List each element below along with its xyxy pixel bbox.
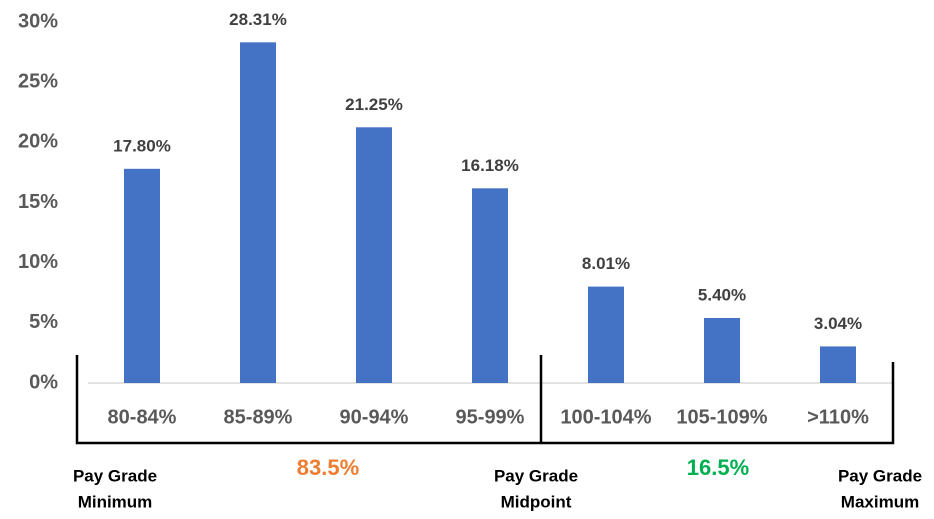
annotation: Pay Grade bbox=[838, 466, 922, 485]
x-tick-label: 105-109% bbox=[676, 406, 767, 428]
y-tick-label: 10% bbox=[18, 251, 58, 273]
bar bbox=[588, 286, 624, 383]
data-label: 16.18% bbox=[461, 156, 519, 175]
annotation: Pay Grade bbox=[494, 466, 578, 485]
data-label: 3.04% bbox=[814, 314, 862, 333]
x-tick-label: 85-89% bbox=[224, 406, 293, 428]
bar bbox=[356, 127, 392, 384]
data-label: 28.31% bbox=[229, 10, 287, 29]
bar bbox=[472, 188, 508, 383]
x-tick-label: 100-104% bbox=[560, 406, 651, 428]
y-tick-label: 30% bbox=[18, 10, 58, 32]
annotation: Minimum bbox=[78, 492, 153, 511]
bracket bbox=[75, 355, 895, 445]
annotation: Midpoint bbox=[501, 492, 572, 511]
y-tick-label: 5% bbox=[29, 311, 58, 333]
annotation: 16.5% bbox=[687, 455, 749, 480]
data-label: 17.80% bbox=[113, 136, 171, 155]
data-label: 21.25% bbox=[345, 95, 403, 114]
bar bbox=[240, 42, 276, 383]
y-tick-label: 15% bbox=[18, 191, 58, 213]
x-tick-label: 95-99% bbox=[456, 406, 525, 428]
x-tick-label: 90-94% bbox=[340, 406, 409, 428]
y-tick-label: 25% bbox=[18, 70, 58, 92]
bar bbox=[124, 168, 160, 383]
annotation: Pay Grade bbox=[73, 466, 157, 485]
x-tick-label: >110% bbox=[807, 406, 869, 428]
y-tick-label: 0% bbox=[29, 371, 58, 393]
bar bbox=[704, 318, 740, 383]
y-tick-label: 20% bbox=[18, 131, 58, 153]
data-label: 8.01% bbox=[582, 254, 630, 273]
annotation: 83.5% bbox=[297, 455, 359, 480]
data-label: 5.40% bbox=[698, 286, 746, 305]
bar bbox=[820, 346, 856, 383]
x-tick-label: 80-84% bbox=[108, 406, 177, 428]
annotation: Maximum bbox=[841, 492, 919, 511]
